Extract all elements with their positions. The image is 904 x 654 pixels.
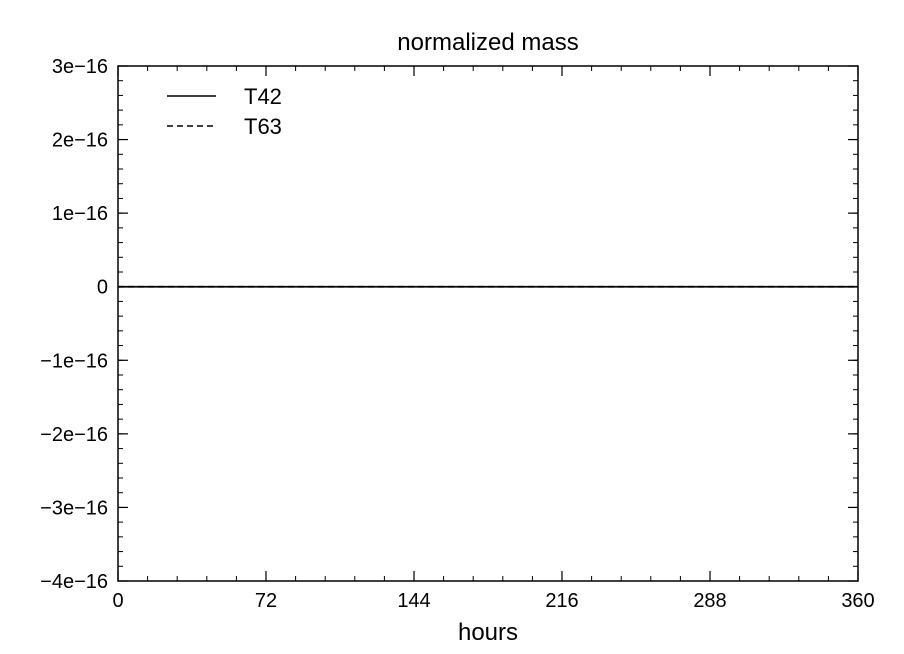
chart-title: normalized mass: [397, 29, 578, 56]
y-tick-label: −4e−16: [40, 571, 108, 593]
y-tick-label: −2e−16: [40, 424, 108, 446]
x-tick-label: 216: [545, 590, 578, 612]
y-tick-label: −1e−16: [40, 350, 108, 372]
y-tick-label: −3e−16: [40, 497, 108, 519]
legend-label-t63: T63: [244, 114, 282, 139]
x-tick-label: 144: [397, 590, 430, 612]
x-tick-label: 288: [693, 590, 726, 612]
legend-label-t42: T42: [244, 84, 282, 109]
ticks-layer: 0 72 144 216 288 360 3e−16 2e−16 1e−16 0 −1e−16 −2e…: [40, 56, 875, 612]
x-axis-label: hours: [458, 619, 518, 646]
y-tick-label: 3e−16: [52, 56, 108, 78]
x-tick-label: 72: [255, 590, 277, 612]
x-tick-label: 360: [841, 590, 874, 612]
x-tick-label: 0: [112, 590, 123, 612]
y-tick-label: 0: [97, 277, 108, 299]
y-tick-label: 1e−16: [52, 203, 108, 225]
y-tick-label: 2e−16: [52, 130, 108, 152]
plot-frame: [117, 65, 859, 582]
